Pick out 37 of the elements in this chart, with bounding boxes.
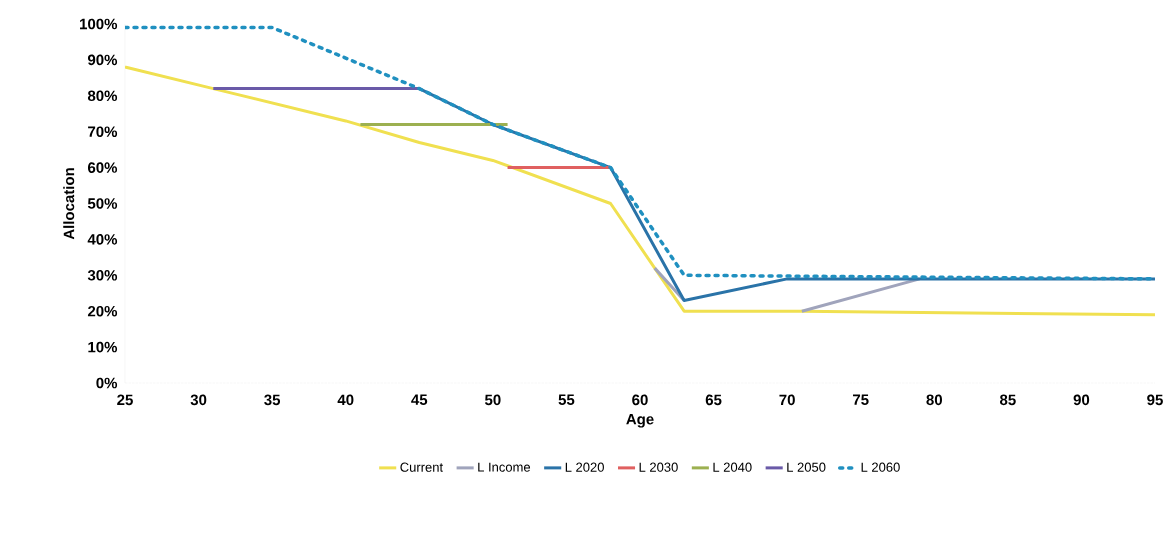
y-tick-label: 90% bbox=[87, 54, 118, 66]
legend-label: L 2060 bbox=[861, 462, 900, 472]
legend-label: L 2030 bbox=[639, 462, 678, 472]
x-tick-label: 70 bbox=[779, 394, 795, 406]
y-tick-label: 50% bbox=[87, 198, 118, 209]
y-tick-label: 10% bbox=[88, 341, 118, 353]
x-tick-label: 65 bbox=[705, 394, 722, 406]
x-tick-label: 85 bbox=[999, 394, 1016, 406]
y-axis-title: Allocation bbox=[63, 168, 75, 240]
x-tick-label: 40 bbox=[337, 394, 354, 406]
legend-label: L 2050 bbox=[787, 462, 826, 472]
y-tick-label: 20% bbox=[87, 305, 118, 317]
x-tick-label: 35 bbox=[264, 394, 281, 406]
x-tick-label: 75 bbox=[853, 394, 869, 405]
legend-label: L 2020 bbox=[565, 462, 604, 472]
legend-label: L 2040 bbox=[713, 462, 752, 472]
x-axis-title: Age bbox=[626, 414, 654, 428]
x-tick-label: 45 bbox=[411, 394, 428, 405]
y-tick-label: 100% bbox=[80, 18, 118, 30]
legend-label: Current bbox=[400, 462, 443, 472]
line-series bbox=[125, 65, 1155, 317]
legend-label: L Income bbox=[478, 462, 531, 472]
x-tick-label: 60 bbox=[632, 394, 648, 406]
x-tick-label: 55 bbox=[558, 394, 575, 405]
line-series bbox=[125, 25, 1155, 281]
x-tick-label: 30 bbox=[190, 394, 207, 406]
x-tick-label: 80 bbox=[926, 394, 942, 406]
y-tick-label: 40% bbox=[87, 234, 118, 245]
x-tick-label: 50 bbox=[484, 394, 501, 406]
y-tick-label: 70% bbox=[88, 126, 118, 137]
y-tick-label: 0% bbox=[96, 377, 118, 389]
x-tick-label: 95 bbox=[1147, 394, 1163, 406]
y-tick-label: 60% bbox=[88, 162, 118, 173]
x-tick-label: 90 bbox=[1073, 394, 1090, 406]
x-tick-label: 25 bbox=[117, 394, 133, 406]
y-tick-label: 80% bbox=[87, 90, 118, 102]
y-tick-label: 30% bbox=[87, 269, 118, 281]
